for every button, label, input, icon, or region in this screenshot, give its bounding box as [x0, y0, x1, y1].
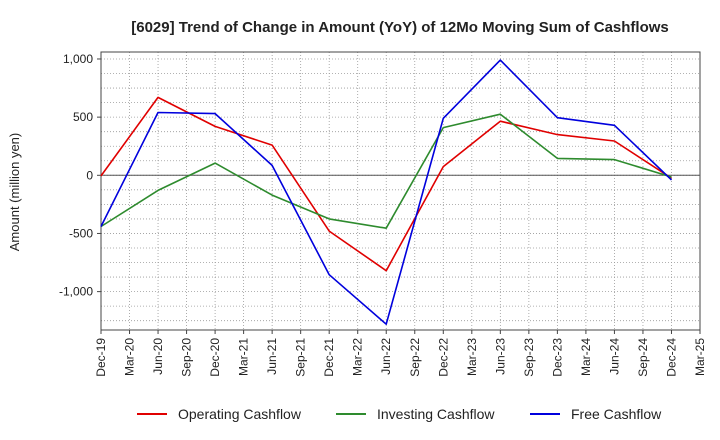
y-axis-label: Amount (million yen) [7, 133, 22, 252]
x-tick-label: Mar-21 [237, 338, 251, 376]
x-tick-label: Dec-24 [664, 338, 678, 377]
y-tick-label: 500 [73, 110, 93, 124]
x-tick-label: Mar-22 [351, 338, 365, 376]
x-tick-label: Dec-20 [208, 338, 222, 377]
x-tick-label: Mar-25 [693, 338, 707, 376]
x-tick-label: Sep-22 [408, 338, 422, 377]
x-tick-label: Jun-23 [493, 338, 507, 375]
x-tick-label: Sep-20 [180, 338, 194, 377]
chart-title: [6029] Trend of Change in Amount (YoY) o… [131, 19, 669, 36]
y-tick-label: 0 [86, 168, 93, 182]
grid-lines [100, 52, 701, 330]
legend-label: Free Cashflow [571, 406, 662, 422]
x-tick-label: Dec-23 [550, 338, 564, 377]
legend-item-free-cashflow: Free Cashflow [530, 406, 662, 422]
legend-item-operating-cashflow: Operating Cashflow [137, 406, 302, 422]
legend-item-investing-cashflow: Investing Cashflow [336, 406, 495, 422]
free-cashflow-line [100, 59, 673, 326]
legend: Operating Cashflow Investing Cashflow Free… [137, 406, 662, 422]
x-tick-label: Dec-22 [436, 338, 450, 377]
x-tick-label: Jun-20 [151, 338, 165, 375]
investing-cashflow-line [100, 113, 672, 229]
x-tick-label: Sep-21 [294, 338, 308, 377]
y-tick-label: -1,000 [59, 285, 93, 299]
x-tick-label: Mar-24 [579, 338, 593, 376]
x-tick-label: Sep-24 [636, 338, 650, 377]
x-tick-label: Jun-22 [379, 338, 393, 375]
x-tick-label: Sep-23 [522, 338, 536, 377]
x-tick-label: Dec-19 [94, 338, 108, 377]
series-lines [100, 59, 673, 326]
x-tick-label: Jun-24 [607, 338, 621, 375]
legend-label: Investing Cashflow [377, 406, 495, 422]
y-tick-label: 1,000 [63, 52, 93, 66]
operating-cashflow-line [100, 96, 672, 272]
x-tick-label: Mar-20 [123, 338, 137, 376]
plot-area [100, 51, 701, 331]
y-tick-label: -500 [69, 226, 93, 240]
x-tick-labels: Dec-19 Mar-20 Jun-20 Sep-20 Dec-20 Mar-21 Jun-… [94, 330, 707, 377]
x-tick-label: Dec-21 [322, 338, 336, 377]
legend-label: Operating Cashflow [178, 406, 302, 422]
x-tick-label: Jun-21 [265, 338, 279, 375]
y-tick-labels: 1,000 500 0 -500 -1,000 [59, 52, 101, 299]
x-tick-label: Mar-23 [465, 338, 479, 376]
